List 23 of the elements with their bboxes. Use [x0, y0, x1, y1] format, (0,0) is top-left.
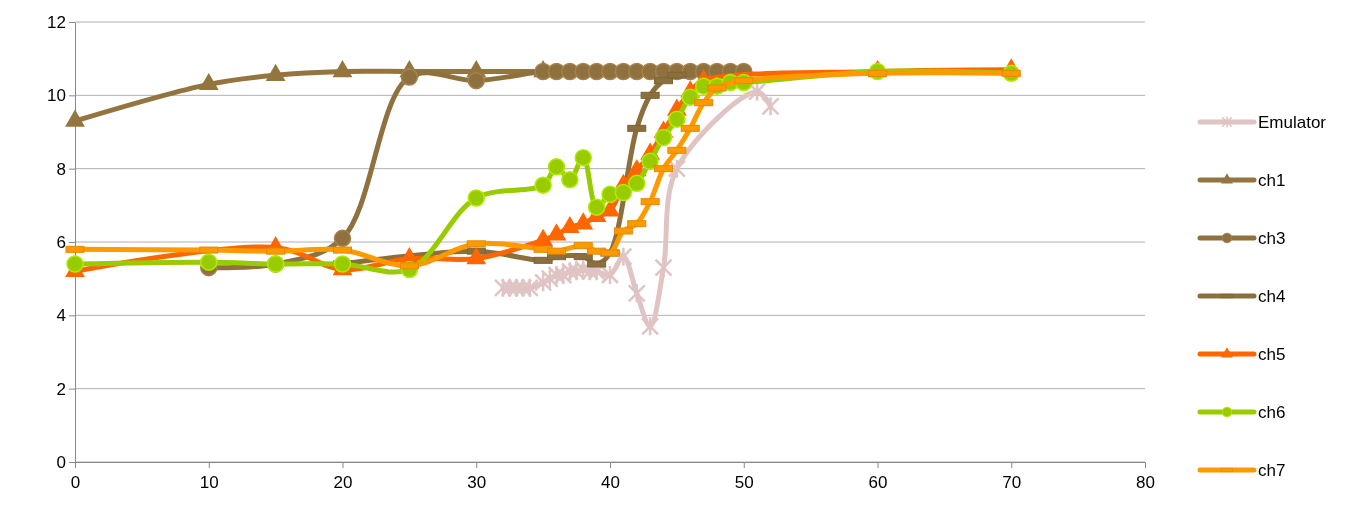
legend-label: ch3 — [1258, 228, 1286, 248]
legend-label: ch5 — [1258, 344, 1286, 364]
x-tick-label: 10 — [199, 473, 219, 492]
x-tick-label: 40 — [601, 473, 620, 492]
y-tick-label: 8 — [56, 159, 66, 179]
x-tick-label: 30 — [467, 473, 487, 492]
x-tick-label: 20 — [333, 473, 353, 492]
legend-label: Emulator — [1258, 112, 1327, 132]
legend-label: ch6 — [1258, 402, 1286, 422]
x-tick-label: 60 — [868, 473, 888, 492]
y-tick-label: 2 — [56, 379, 66, 399]
x-tick-label: 80 — [1136, 473, 1155, 492]
legend-label: ch7 — [1258, 460, 1286, 480]
y-tick-label: 6 — [56, 232, 66, 252]
y-tick-label: 10 — [47, 86, 66, 106]
x-tick-label: 70 — [1002, 473, 1022, 492]
legend-label: ch1 — [1258, 170, 1286, 190]
y-tick-label: 12 — [47, 12, 66, 32]
y-tick-label: 4 — [56, 306, 66, 326]
x-tick-label: 0 — [70, 473, 81, 492]
y-tick-label: 0 — [56, 452, 66, 472]
x-tick-label: 50 — [734, 473, 754, 492]
legend-label: ch4 — [1258, 286, 1286, 306]
